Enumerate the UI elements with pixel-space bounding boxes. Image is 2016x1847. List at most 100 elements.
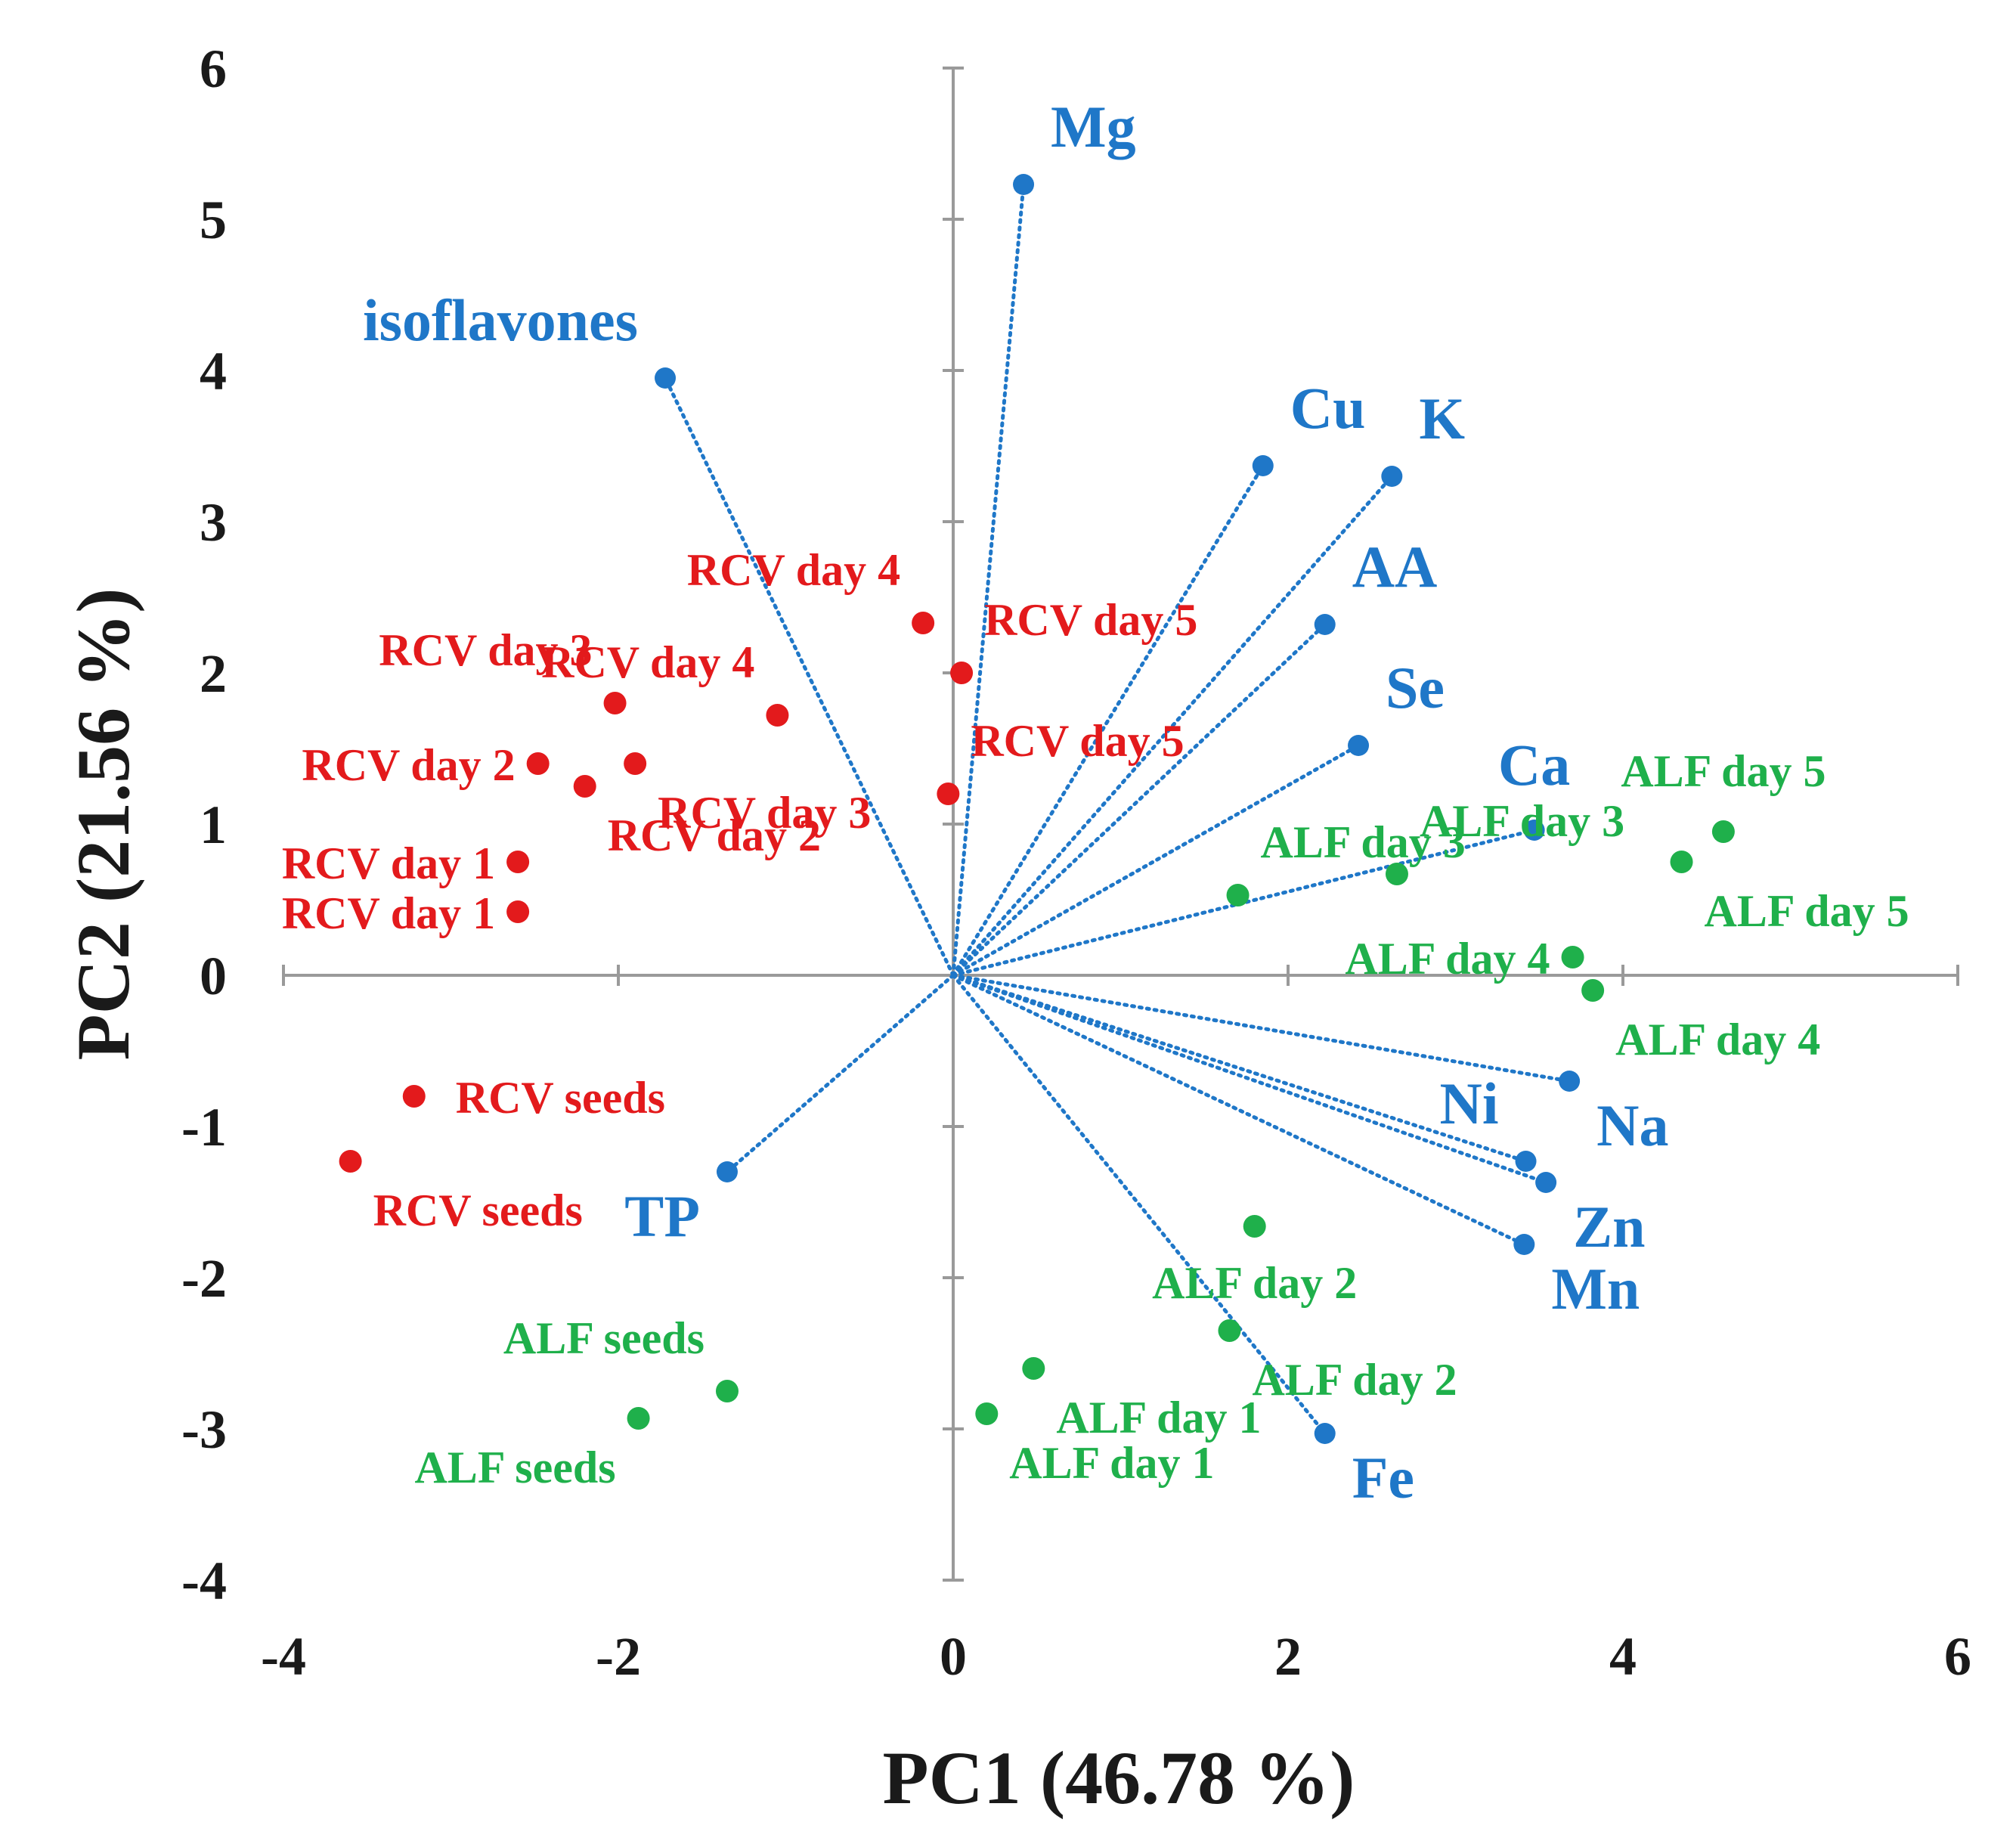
loading-vector bbox=[951, 622, 1327, 978]
score-label: ALF day 5 bbox=[1705, 886, 1909, 936]
score-point bbox=[603, 692, 627, 714]
loading-label: Mg bbox=[1051, 94, 1136, 160]
x-tick-label: -2 bbox=[596, 1626, 641, 1687]
score-point bbox=[1561, 946, 1584, 968]
score-point bbox=[624, 752, 647, 775]
score-label: RCV seeds bbox=[456, 1073, 665, 1123]
score-point bbox=[1226, 884, 1250, 906]
score-label: ALF day 3 bbox=[1420, 796, 1624, 846]
loading-label: Na bbox=[1596, 1092, 1668, 1158]
score-label: ALF day 1 bbox=[1009, 1438, 1214, 1488]
score-label: RCV day 2 bbox=[608, 810, 821, 860]
score-label: RCV seeds bbox=[373, 1185, 583, 1235]
loading-label: Cu bbox=[1290, 375, 1366, 441]
score-point bbox=[912, 612, 935, 634]
loading-lines bbox=[663, 182, 1572, 1436]
score-label: ALF day 4 bbox=[1345, 934, 1550, 984]
loading-vector bbox=[951, 973, 1526, 1247]
score-label: ALF day 2 bbox=[1152, 1258, 1357, 1308]
y-tick-label: -1 bbox=[181, 1097, 227, 1157]
y-tick-label: 4 bbox=[200, 341, 227, 401]
score-label: ALF day 3 bbox=[1261, 817, 1466, 867]
y-tick-label: 6 bbox=[200, 39, 227, 99]
score-label: RCV day 1 bbox=[282, 888, 495, 938]
score-point bbox=[506, 851, 530, 873]
score-point bbox=[1670, 851, 1693, 873]
loading-label: Ni bbox=[1440, 1071, 1499, 1136]
loading-label: isoflavones bbox=[363, 287, 638, 353]
score-point bbox=[573, 775, 596, 798]
score-point bbox=[1385, 863, 1408, 885]
y-tick-label: 2 bbox=[200, 643, 227, 704]
score-label: RCV day 3 bbox=[379, 625, 592, 675]
score-point bbox=[1243, 1215, 1266, 1238]
loading-label: Mn bbox=[1551, 1256, 1640, 1322]
loading-point bbox=[1314, 614, 1336, 635]
loading-point bbox=[1013, 174, 1035, 195]
loading-point bbox=[1314, 1423, 1336, 1444]
loading-vector bbox=[951, 973, 1528, 1164]
score-label: RCV day 1 bbox=[282, 838, 495, 888]
score-label: RCV day 2 bbox=[302, 740, 515, 790]
y-tick-label: -2 bbox=[181, 1248, 227, 1309]
score-point bbox=[526, 752, 550, 775]
loading-label: TP bbox=[624, 1183, 700, 1249]
loading-label: Ca bbox=[1498, 732, 1570, 798]
loading-vector bbox=[725, 973, 955, 1174]
loading-vector bbox=[951, 973, 1572, 1083]
loading-point bbox=[655, 367, 677, 389]
y-tick-label: -3 bbox=[181, 1399, 227, 1460]
loading-label: Zn bbox=[1573, 1194, 1645, 1260]
loading-vector bbox=[663, 376, 955, 978]
x-tick-label: 6 bbox=[1944, 1626, 1971, 1687]
score-point bbox=[975, 1402, 999, 1425]
y-tick-label: 0 bbox=[200, 946, 227, 1006]
loading-point bbox=[1348, 735, 1370, 756]
score-point bbox=[937, 782, 960, 805]
y-tick-label: 5 bbox=[200, 190, 227, 250]
x-tick-label: 2 bbox=[1274, 1626, 1302, 1687]
y-axis-title: PC2 (21.56 %) bbox=[61, 588, 145, 1061]
score-label: ALF seeds bbox=[414, 1443, 615, 1492]
y-tick-label: 3 bbox=[200, 492, 227, 553]
score-point bbox=[715, 1380, 739, 1402]
loading-point bbox=[1515, 1151, 1537, 1172]
score-point bbox=[627, 1407, 650, 1430]
loading-vector bbox=[951, 828, 1537, 978]
score-label: RCV day 3 bbox=[658, 788, 871, 838]
score-label: RCV day 5 bbox=[971, 716, 1184, 766]
points bbox=[339, 174, 1735, 1444]
score-label: RCV day 4 bbox=[687, 545, 900, 595]
loading-vector bbox=[951, 743, 1361, 978]
x-tick-label: 0 bbox=[940, 1626, 967, 1687]
score-point bbox=[1581, 979, 1605, 1002]
score-point bbox=[1218, 1319, 1241, 1342]
score-point bbox=[1711, 820, 1735, 843]
x-tick-label: 4 bbox=[1609, 1626, 1637, 1687]
loading-vector bbox=[951, 182, 1026, 978]
x-tick-label: -4 bbox=[261, 1626, 306, 1687]
score-label: ALF day 5 bbox=[1621, 746, 1826, 796]
loading-point bbox=[1252, 455, 1274, 476]
score-point bbox=[339, 1150, 362, 1173]
loading-label: K bbox=[1419, 386, 1465, 451]
score-label: ALF day 2 bbox=[1252, 1355, 1457, 1405]
y-tick-label: 1 bbox=[200, 795, 227, 855]
loading-point bbox=[1513, 1234, 1535, 1255]
axes: -4 -2 0 2 4 6 -4 -3 -2 -1 0 1 2 3 4 5 6 bbox=[181, 39, 1971, 1687]
loading-point bbox=[1559, 1071, 1581, 1092]
score-point bbox=[766, 704, 789, 727]
loading-point bbox=[1523, 820, 1545, 841]
loading-vector bbox=[951, 973, 1327, 1436]
score-point bbox=[506, 900, 530, 923]
loading-point bbox=[716, 1161, 738, 1182]
loading-label: Fe bbox=[1352, 1445, 1414, 1511]
score-label: RCV day 4 bbox=[541, 637, 754, 687]
loading-vector bbox=[951, 474, 1394, 978]
loading-label: Se bbox=[1386, 655, 1445, 721]
score-point bbox=[950, 662, 974, 684]
loading-point bbox=[1381, 466, 1403, 487]
score-point bbox=[1022, 1357, 1045, 1380]
score-label: ALF seeds bbox=[503, 1313, 705, 1363]
